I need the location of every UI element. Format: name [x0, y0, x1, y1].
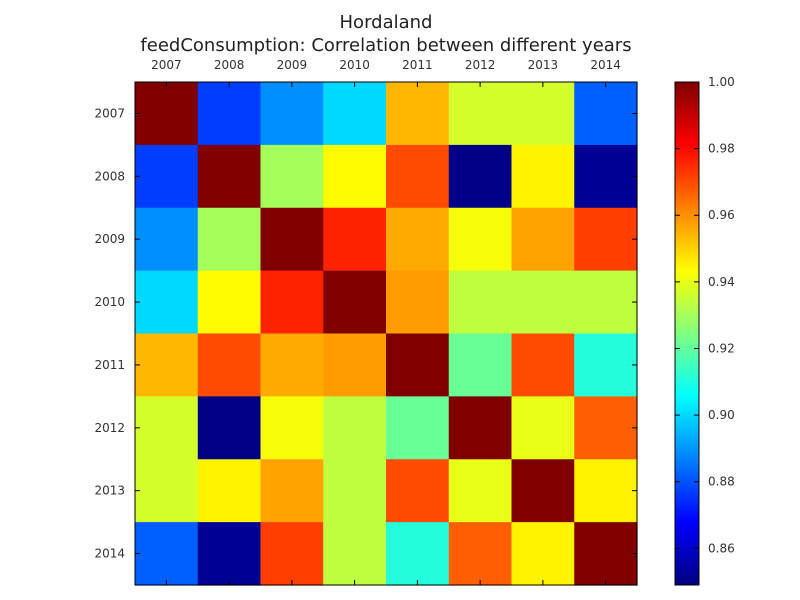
heatmap-cell-2009-2014	[574, 207, 638, 272]
x-tick-label: 2013	[528, 58, 559, 72]
y-tick-label: 2014	[94, 547, 125, 561]
heatmap-cell-2013-2014	[574, 459, 638, 523]
heatmap-cell-2014-2007	[135, 522, 199, 586]
heatmap-cell-2012-2014	[574, 396, 638, 460]
colorbar-tick-label: 0.92	[708, 341, 735, 355]
heatmap-cell-2008-2010	[323, 144, 387, 209]
heatmap-cell-2007-2014	[574, 82, 638, 146]
colorbar-tick-label: 0.88	[708, 475, 735, 489]
heatmap-cell-2013-2009	[260, 459, 324, 523]
heatmap-cell-2012-2011	[386, 396, 450, 460]
heatmap-cell-2011-2011	[386, 333, 450, 397]
heatmap-cell-2007-2010	[323, 82, 387, 146]
heatmap-cell-2007-2007	[135, 82, 199, 146]
colorbar: 0.86 0.88 0.90 0.92 0.94 0.96 0.98 1.00	[674, 75, 735, 586]
heatmap-cell-2012-2008	[197, 396, 262, 460]
heatmap-cell-2009-2010	[323, 207, 387, 272]
heatmap-cell-2014-2010	[323, 522, 387, 586]
heatmap-cell-2010-2009	[260, 270, 324, 335]
chart-title: Hordaland	[340, 12, 433, 33]
colorbar-tick-label: 0.98	[708, 142, 735, 156]
y-tick-label: 2013	[94, 484, 125, 498]
colorbar-tick-label: 1.00	[708, 75, 735, 89]
colorbar-gradient	[675, 82, 699, 585]
heatmap-cell-2011-2009	[260, 333, 324, 397]
heatmap-cell-2009-2011	[386, 207, 450, 272]
heatmap-cell-2008-2008	[197, 144, 262, 209]
heatmap-cell-2012-2009	[260, 396, 324, 460]
heatmap-cell-2008-2014	[574, 144, 638, 209]
y-tick-label: 2007	[94, 106, 125, 120]
heatmap-cell-2010-2013	[511, 270, 575, 335]
heatmap-cell-2013-2010	[323, 459, 387, 523]
x-tick-label: 2008	[214, 58, 245, 72]
y-tick-label: 2012	[94, 421, 125, 435]
heatmap-cell-2008-2011	[386, 144, 450, 209]
x-tick-label: 2011	[402, 58, 433, 72]
heatmap-cell-2011-2013	[511, 333, 575, 397]
x-tick-label: 2007	[151, 58, 182, 72]
chart-subtitle: feedConsumption: Correlation between dif…	[140, 35, 631, 56]
x-tick-label: 2009	[277, 58, 308, 72]
x-axis-ticks: 2007 2008 2009 2010 2011 2012 2013 2014	[151, 58, 621, 585]
heatmap-cell-2007-2009	[260, 82, 324, 146]
heatmap-cell-2010-2012	[448, 270, 513, 335]
heatmap-cell-2007-2012	[448, 82, 513, 146]
heatmap-cell-2014-2008	[197, 522, 262, 586]
heatmap-cell-2010-2007	[135, 270, 199, 335]
x-tick-label: 2014	[590, 58, 621, 72]
heatmap-cell-2010-2014	[574, 270, 638, 335]
plot-frame	[134, 81, 638, 586]
heatmap-cell-2013-2011	[386, 459, 450, 523]
heatmap-cell-2011-2014	[574, 333, 638, 397]
y-tick-label: 2010	[94, 295, 125, 309]
heatmap-cell-2009-2013	[511, 207, 575, 272]
colorbar-tick-label: 0.86	[708, 541, 735, 555]
y-tick-label: 2011	[94, 358, 125, 372]
colorbar-tick-label: 0.94	[708, 275, 735, 289]
heatmap-cell-2014-2012	[448, 522, 513, 586]
heatmap-cell-2012-2010	[323, 396, 387, 460]
colorbar-tick-label: 0.90	[708, 408, 735, 422]
heatmap-cell-2008-2013	[511, 144, 575, 209]
heatmap-cell-2014-2009	[260, 522, 324, 586]
heatmap-cell-2008-2012	[448, 144, 513, 209]
heatmap-cell-2011-2007	[135, 333, 199, 397]
heatmap-cell-2011-2010	[323, 333, 387, 397]
heatmap-cell-2013-2007	[135, 459, 199, 523]
heatmap-cell-2011-2008	[197, 333, 262, 397]
heatmap-cell-2009-2012	[448, 207, 513, 272]
heatmap-cell-2014-2013	[511, 522, 575, 586]
heatmap-cell-2010-2008	[197, 270, 262, 335]
heatmap-cell-2007-2013	[511, 82, 575, 146]
x-tick-label: 2012	[465, 58, 496, 72]
heatmap-cell-2007-2011	[386, 82, 450, 146]
y-tick-label: 2008	[94, 169, 125, 183]
heatmap-cell-2014-2011	[386, 522, 450, 586]
x-tick-label: 2010	[339, 58, 370, 72]
colorbar-tick-label: 0.96	[708, 208, 735, 222]
heatmap-cell-2010-2011	[386, 270, 450, 335]
heatmap-cell-2010-2010	[323, 270, 387, 335]
heatmap-cell-2014-2014	[574, 522, 638, 586]
heatmap-cell-2008-2009	[260, 144, 324, 209]
heatmap-cell-2013-2013	[511, 459, 575, 523]
heatmap-cell-2009-2008	[197, 207, 262, 272]
heatmap-cell-2012-2013	[511, 396, 575, 460]
heatmap-cell-2013-2008	[197, 459, 262, 523]
heatmap-cell-2013-2012	[448, 459, 513, 523]
heatmap-cell-2008-2007	[135, 144, 199, 209]
colorbar-frame	[674, 81, 700, 586]
heatmap-cell-2012-2012	[448, 396, 513, 460]
heatmap-cell-2009-2007	[135, 207, 199, 272]
heatmap-cell-2007-2008	[197, 82, 262, 146]
heatmap-cells	[135, 82, 638, 586]
y-tick-label: 2009	[94, 232, 125, 246]
heatmap-cell-2012-2007	[135, 396, 199, 460]
y-axis-ticks: 2007 2008 2009 2010 2011 2012 2013 2014	[94, 106, 637, 561]
heatmap-cell-2009-2009	[260, 207, 324, 272]
heatmap-cell-2011-2012	[448, 333, 513, 397]
